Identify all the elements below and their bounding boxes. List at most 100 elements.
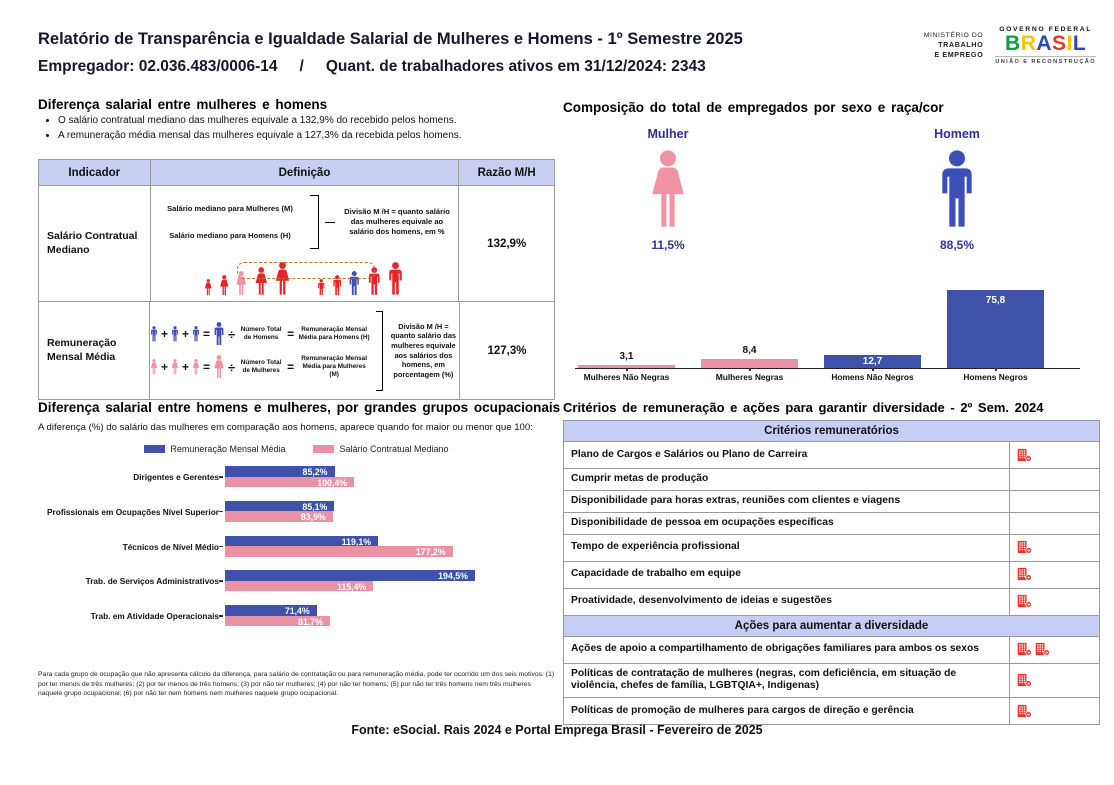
- composition-bar-value: 12,7: [862, 356, 883, 368]
- occ-bar-value: 119,1%: [341, 536, 372, 547]
- company-icon: [1017, 704, 1032, 718]
- female-pictogram: [220, 275, 229, 296]
- ratio-value: 127,3%: [487, 344, 527, 357]
- employer-id: Empregador: 02.036.483/0006-14: [38, 58, 278, 75]
- criteria-marker-cell: [1009, 489, 1100, 513]
- composition-bar-value: 8,4: [742, 345, 757, 357]
- occ-bar-remuneracao: [225, 570, 475, 581]
- occ-bar-salario: [225, 546, 453, 557]
- male-pictogram: [214, 322, 224, 345]
- criteria-marker-cell: [1009, 635, 1100, 664]
- occ-bar-value: 71,4%: [284, 606, 310, 617]
- male-pictogram: [172, 326, 178, 342]
- legend-swatch-pink: [313, 445, 335, 453]
- occ-group-label: Técnicos de Nível Médio: [122, 541, 219, 552]
- occupational-subtitle: A diferença (%) do salário das mulheres …: [38, 422, 533, 433]
- men-average-label: Remuneração Mensal Média para Homens (H): [298, 326, 370, 341]
- bullet-average-salary: A remuneração média mensal das mulheres …: [58, 130, 563, 141]
- occ-bar-value: 177,2%: [415, 547, 446, 558]
- plus-sign: +: [181, 327, 189, 341]
- source-footer: Fonte: eSocial. Rais 2024 e Portal Empre…: [351, 723, 763, 737]
- criteria-row: Capacidade de trabalho em equipe: [562, 560, 1100, 589]
- composition-category-label: Homens Negros: [963, 372, 1028, 382]
- male-person-icon: [192, 326, 200, 342]
- criteria-marker-cell: [1009, 441, 1100, 469]
- row-remuneracao-media: Remuneração Mensal Média + + = ÷ Número Tota…: [39, 301, 554, 399]
- legend-swatch-blue: [144, 445, 166, 453]
- plus-sign: +: [160, 360, 168, 374]
- axis-tick: [995, 368, 997, 371]
- criteria-table: Critérios remuneratórios Plano de Cargos …: [562, 420, 1100, 726]
- criteria-row: Plano de Cargos e Salários ou Plano de C…: [562, 441, 1100, 469]
- company-icon: [1035, 643, 1050, 657]
- female-pictogram: [205, 279, 213, 296]
- women-total-label: Número Total de Mulheres: [240, 359, 282, 374]
- company-icon: [1017, 643, 1032, 657]
- criteria-row: Disponibilidade de pessoa em ocupações e…: [562, 511, 1100, 535]
- male-person-icon: [150, 326, 158, 342]
- population-icons: [151, 250, 459, 296]
- female-pictogram: [652, 150, 684, 227]
- median-highlight-box: [236, 262, 375, 279]
- criteria-section-row: Ações para aumentar a diversidade: [563, 614, 1100, 637]
- male-pictogram: [942, 150, 972, 227]
- female-person-icon: [171, 359, 179, 375]
- occ-bar-value: 85,1%: [302, 501, 328, 512]
- occ-group-label: Trab. em Atividade Operacionais: [90, 611, 219, 622]
- female-pictogram: [192, 359, 200, 375]
- composition-bar: [701, 359, 798, 368]
- female-person-icon: [274, 262, 291, 296]
- criteria-section-row: Critérios remuneratórios: [563, 420, 1100, 442]
- occ-bar-remuneracao: [225, 535, 379, 547]
- division-sign: ÷: [228, 359, 236, 375]
- occupational-footnote: Para cada grupo de ocupação que não apre…: [38, 671, 555, 698]
- composition-bar: [578, 364, 675, 368]
- bullet-median-salary: O salário contratual mediano das mulhere…: [58, 115, 563, 126]
- col-definicao: Definição: [151, 160, 460, 185]
- governo-federal-label: GOVERNO FEDERAL: [999, 26, 1092, 33]
- female-person-icon: [219, 275, 230, 296]
- male-label: Homem: [934, 127, 980, 141]
- composition-category-label: Homens Não Negros: [831, 372, 914, 382]
- row-salario-contratual: Salário Contratual Mediano Salário media…: [39, 185, 554, 301]
- legend-item-salario: Salário Contratual Mediano: [313, 444, 449, 454]
- occ-bar-remuneracao: [225, 500, 335, 512]
- criteria-label: Políticas de promoção de mulheres para c…: [562, 697, 1011, 726]
- criteria-row: Ações de apoio a compartilhamento de obr…: [562, 635, 1100, 664]
- male-pictogram: [151, 326, 157, 342]
- bracket-shape: [376, 310, 383, 391]
- composition-bar-value: 75,8: [985, 295, 1006, 306]
- criteria-label: Disponibilidade para horas extras, reuni…: [562, 489, 1011, 513]
- composition-category-label: Mulheres Negras: [715, 372, 784, 382]
- ministry-label: MINISTÉRIO DO TRABALHO E EMPREGO: [923, 32, 984, 60]
- report-title: Relatório de Transparência e Igualdade S…: [38, 30, 743, 48]
- dash-connector: [324, 221, 335, 223]
- median-definition: Salário mediano para Mulheres (M) Salári…: [151, 186, 459, 249]
- male-person-icon-large: [213, 322, 225, 346]
- company-icon: [1017, 674, 1032, 687]
- criteria-row: Disponibilidade para horas extras, reuni…: [562, 489, 1100, 513]
- criteria-row: Cumprir metas de produção: [562, 468, 1100, 491]
- women-average-label: Remuneração Mensal Média para Mulheres (…: [301, 355, 368, 378]
- median-men-label: Salário mediano para Homens (H): [169, 230, 291, 240]
- male-median-person-icon: [348, 271, 361, 296]
- axis-tick: [219, 615, 223, 617]
- female-composition: Mulher 11,5%: [608, 120, 728, 252]
- axis-tick: [749, 368, 751, 371]
- axis-tick: [219, 545, 223, 548]
- male-composition: Homem 88,5%: [897, 120, 1017, 252]
- composition-bar: [947, 290, 1044, 368]
- criteria-label: Tempo de experiência profissional: [562, 533, 1011, 562]
- male-percentage: 88,5%: [939, 238, 975, 252]
- men-average-equation: + + = ÷ Número Total de Homens = Remuneração M…: [150, 322, 371, 346]
- composition-plot-area: 3,1 Mulheres Não Negras 8,4 Mulheres Negras…: [575, 284, 1080, 382]
- criteria-row: Políticas de promoção de mulheres para c…: [562, 697, 1100, 726]
- male-figure-icon: [937, 150, 977, 230]
- female-person-icon: [192, 359, 200, 375]
- equals-sign: =: [202, 327, 210, 341]
- occ-bar-value: 83,9%: [300, 512, 326, 523]
- equals-sign: =: [287, 360, 295, 374]
- division-note: Divisão M /H = quanto salário das mulher…: [390, 321, 457, 379]
- brand-letters: BRASIL: [1005, 32, 1087, 55]
- female-person-icon: [204, 279, 213, 296]
